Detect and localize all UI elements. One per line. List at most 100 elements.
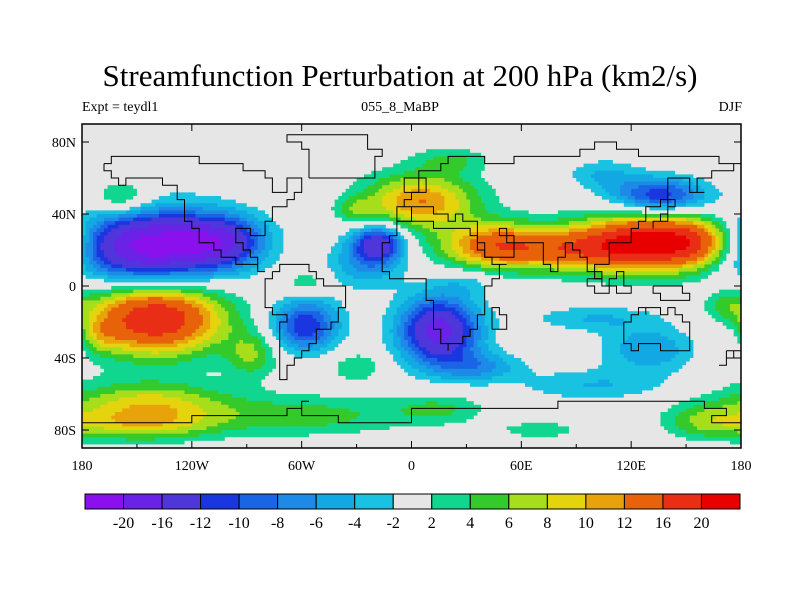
field-cell (393, 163, 423, 168)
field-cell (100, 296, 116, 301)
field-cell (349, 260, 361, 265)
field-cell (257, 253, 270, 258)
field-cell (400, 365, 412, 370)
field-cell (246, 217, 259, 222)
field-cell (396, 196, 445, 200)
field-cell (389, 257, 398, 262)
field-cell (82, 163, 394, 168)
field-cell (330, 206, 343, 211)
field-cell (609, 199, 625, 204)
field-cell (224, 214, 240, 218)
field-cell (246, 426, 390, 431)
field-cell (199, 311, 211, 316)
field-cell (473, 340, 478, 344)
field-cell (730, 232, 738, 236)
field-cell (503, 275, 595, 280)
field-cell (96, 347, 123, 352)
field-cell (89, 232, 94, 236)
field-cell (389, 250, 394, 254)
field-cell (202, 408, 237, 413)
field-cell (82, 271, 94, 276)
field-cell (268, 372, 339, 377)
field-cell (481, 311, 497, 316)
field-cell (169, 271, 215, 276)
field-cell (82, 264, 87, 269)
field-cell (228, 332, 251, 337)
field-cell (634, 196, 650, 200)
field-cell (385, 232, 394, 236)
field-cell (484, 156, 741, 161)
field-cell (298, 275, 314, 280)
field-cell (426, 325, 453, 330)
field-cell (341, 264, 354, 269)
field-cell (82, 228, 87, 233)
field-cell (462, 336, 467, 341)
field-cell (184, 318, 204, 323)
x-tick-label: 60E (510, 459, 533, 474)
field-cell (125, 325, 182, 330)
field-cell (396, 329, 405, 334)
field-cell (426, 401, 438, 406)
field-cell (371, 235, 383, 240)
field-cell (411, 347, 420, 352)
field-cell (265, 235, 273, 240)
field-cell (349, 228, 361, 233)
field-cell (737, 318, 741, 323)
field-cell (422, 289, 471, 294)
field-cell (133, 185, 350, 190)
field-cell (114, 390, 185, 395)
field-cell (272, 332, 281, 337)
field-cell (473, 329, 482, 334)
field-cell (415, 343, 420, 348)
field-cell (470, 206, 486, 211)
field-cell (100, 311, 109, 316)
field-cell (206, 354, 222, 359)
field-cell (206, 300, 218, 305)
field-cell (363, 188, 379, 193)
field-cell (279, 340, 284, 344)
field-cell (338, 365, 376, 370)
field-cell (590, 224, 606, 229)
field-cell (404, 368, 420, 373)
field-cell (415, 228, 431, 233)
field-cell (239, 228, 248, 233)
field-cell (268, 224, 281, 229)
field-cell (202, 415, 237, 420)
field-cell (184, 336, 196, 341)
field-cell (122, 422, 163, 427)
field-cell (92, 246, 98, 251)
field-cell (495, 340, 603, 344)
field-cell (254, 358, 266, 362)
field-cell (462, 347, 471, 352)
field-cell (243, 250, 251, 254)
field-cell (481, 199, 500, 204)
colorbar-label: -16 (151, 515, 172, 532)
field-cell (162, 332, 193, 337)
field-cell (235, 221, 248, 226)
field-cell (382, 332, 394, 337)
field-cell (678, 268, 698, 272)
field-cell (82, 412, 116, 416)
field-cell (327, 257, 339, 262)
field-cell (228, 336, 259, 341)
field-cell (319, 354, 357, 359)
field-cell (111, 415, 178, 420)
field-cell (349, 314, 383, 319)
field-cell (147, 224, 211, 229)
field-cell (455, 404, 482, 409)
field-cell (382, 329, 390, 334)
field-cell (82, 307, 94, 312)
field-cell (557, 217, 588, 222)
field-cell (407, 325, 416, 330)
field-cell (177, 354, 207, 359)
field-cell (455, 347, 464, 352)
field-cell (210, 336, 229, 341)
field-cell (737, 329, 741, 334)
center-string: 055_8_MaBP (361, 100, 439, 115)
field-cell (514, 228, 570, 233)
field-cell (697, 260, 705, 265)
field-cell (188, 268, 218, 272)
field-cell (371, 372, 409, 377)
field-cell (235, 415, 357, 420)
